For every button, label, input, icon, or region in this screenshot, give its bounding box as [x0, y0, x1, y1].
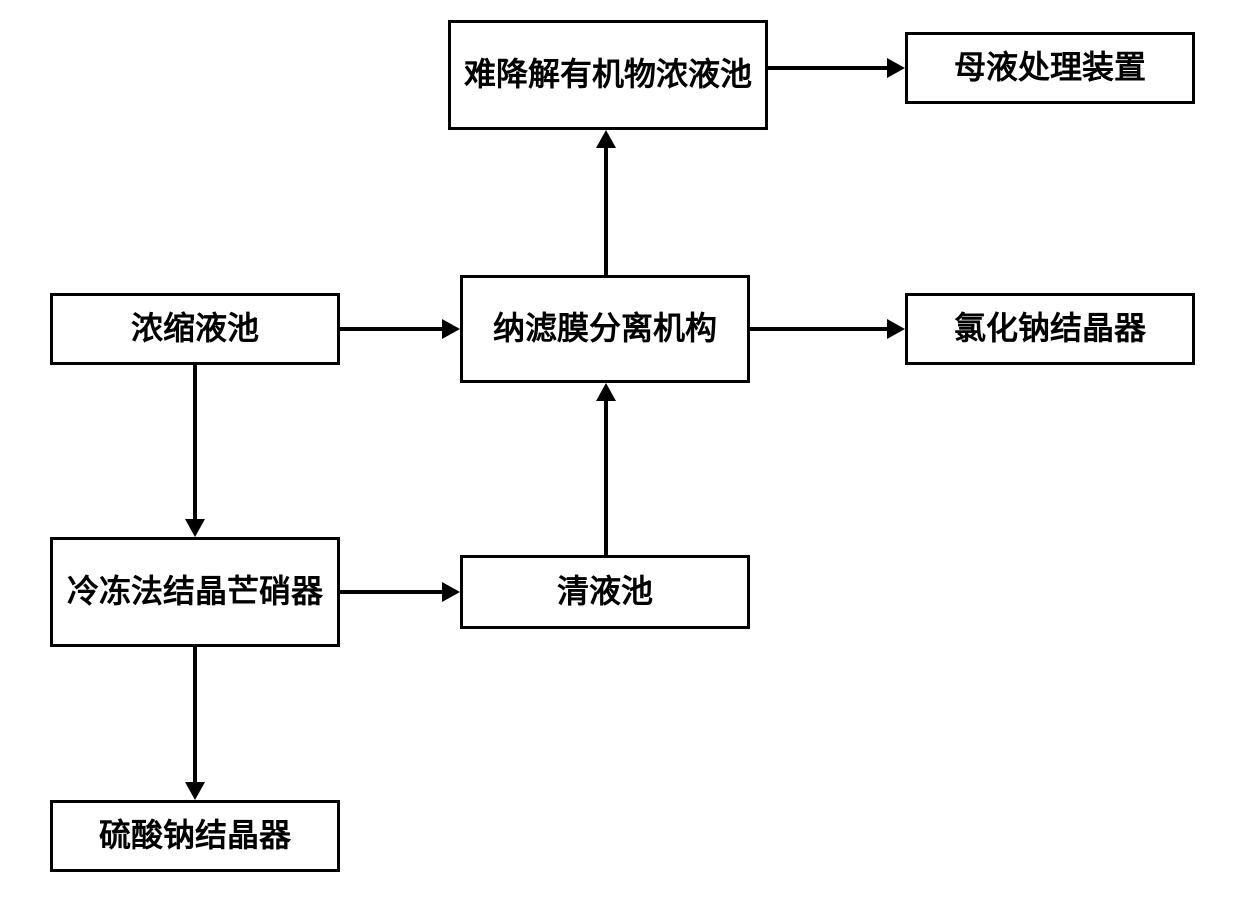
node-label: 难降解有机物浓液池: [464, 54, 752, 96]
arrow-head-icon: [887, 58, 905, 78]
node-clear-pool: 清液池: [460, 555, 750, 629]
arrow-head-icon: [185, 519, 205, 537]
node-refractory-pool: 难降解有机物浓液池: [448, 20, 768, 130]
edge-refractory-mother: [768, 66, 887, 70]
arrow-head-icon: [596, 383, 616, 401]
edge-freeze-clear: [340, 590, 442, 594]
node-label: 纳滤膜分离机构: [493, 308, 717, 350]
node-label: 母液处理装置: [954, 47, 1146, 89]
arrow-head-icon: [887, 319, 905, 339]
node-nanofiltration: 纳滤膜分离机构: [460, 275, 750, 383]
edge-freeze-na2so4: [193, 647, 197, 782]
node-label: 清液池: [557, 571, 653, 613]
node-label: 硫酸钠结晶器: [99, 815, 291, 857]
edge-concentrate-nanofiltration: [340, 327, 442, 331]
node-label: 浓缩液池: [131, 308, 259, 350]
node-mother-liquor: 母液处理装置: [905, 32, 1195, 104]
arrow-head-icon: [442, 582, 460, 602]
node-freeze-crystallizer: 冷冻法结晶芒硝器: [50, 537, 340, 647]
edge-concentrate-freeze: [193, 365, 197, 519]
node-na2so4-crystallizer: 硫酸钠结晶器: [50, 800, 340, 872]
edge-clear-nanofiltration: [604, 401, 608, 555]
arrow-head-icon: [442, 319, 460, 339]
node-concentrate-pool: 浓缩液池: [50, 293, 340, 365]
arrow-head-icon: [596, 130, 616, 148]
node-nacl-crystallizer: 氯化钠结晶器: [905, 293, 1195, 365]
node-label: 氯化钠结晶器: [954, 308, 1146, 350]
edge-nanofiltration-nacl: [750, 327, 887, 331]
edge-nanofiltration-refractory: [604, 148, 608, 275]
arrow-head-icon: [185, 782, 205, 800]
node-label: 冷冻法结晶芒硝器: [67, 571, 323, 613]
